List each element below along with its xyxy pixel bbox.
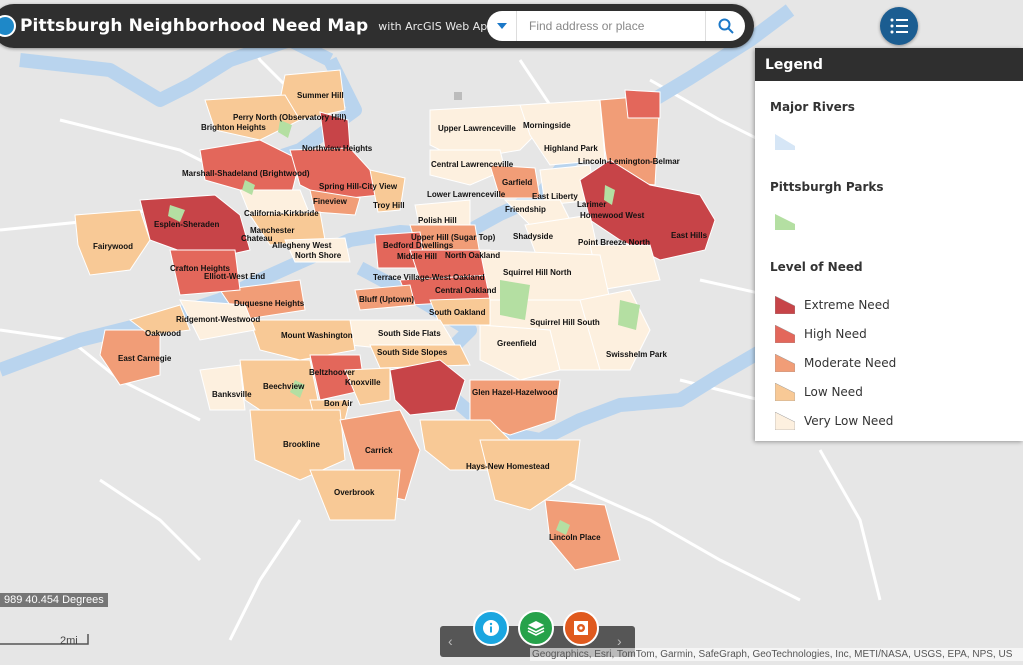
- search-input[interactable]: [517, 11, 705, 41]
- parks: [168, 120, 640, 535]
- gallery-icon: [574, 621, 588, 635]
- search-box: [487, 11, 745, 41]
- legend-section-need: Level of Need: [770, 260, 863, 274]
- chevron-left-icon[interactable]: ‹: [448, 633, 453, 649]
- background-features: [454, 92, 462, 100]
- chevron-right-icon[interactable]: ›: [617, 633, 622, 649]
- scale-bar: [0, 634, 89, 645]
- legend-label: Very Low Need: [804, 414, 894, 428]
- legend-label: Moderate Need: [804, 356, 897, 370]
- basemap-gallery-button[interactable]: [563, 610, 599, 646]
- layers-icon: [527, 621, 545, 636]
- search-icon: [718, 18, 734, 34]
- search-source-dropdown[interactable]: [487, 11, 517, 41]
- legend-section-parks: Pittsburgh Parks: [770, 180, 884, 194]
- app-title: Pittsburgh Neighborhood Need Map: [20, 16, 369, 36]
- legend-swatch-rivers: [775, 134, 795, 150]
- legend-label: High Need: [804, 327, 867, 341]
- list-icon: [890, 18, 908, 34]
- search-button[interactable]: [705, 11, 745, 41]
- legend-item-extreme: Extreme Need: [775, 296, 890, 314]
- app-header: Pittsburgh Neighborhood Need Map with Ar…: [0, 4, 754, 48]
- neighborhood-polygons[interactable]: [74, 69, 716, 571]
- legend-item-high: High Need: [775, 325, 867, 343]
- layers-button[interactable]: [518, 610, 554, 646]
- coordinate-readout: 989 40.454 Degrees: [0, 593, 108, 607]
- about-button[interactable]: [473, 610, 509, 646]
- app-logo-icon: [0, 15, 16, 37]
- chevron-down-icon: [496, 23, 507, 29]
- layer-list-button[interactable]: [880, 7, 918, 45]
- map-attribution: Geographics, Esri, TomTom, Garmin, SafeG…: [530, 648, 1023, 661]
- legend-title: Legend: [755, 48, 1023, 81]
- legend-item-moderate: Moderate Need: [775, 354, 896, 372]
- scale-label: 2mi: [60, 635, 78, 647]
- legend-item-low: Low Need: [775, 383, 863, 401]
- info-icon: [483, 620, 499, 636]
- legend-section-rivers: Major Rivers: [770, 100, 855, 114]
- legend-label: Extreme Need: [804, 298, 890, 312]
- legend-label: Low Need: [804, 385, 863, 399]
- legend-panel: Legend Major Rivers Pittsburgh Parks Lev…: [755, 48, 1023, 441]
- legend-item-very-low: Very Low Need: [775, 412, 893, 430]
- legend-swatch-parks: [775, 214, 795, 230]
